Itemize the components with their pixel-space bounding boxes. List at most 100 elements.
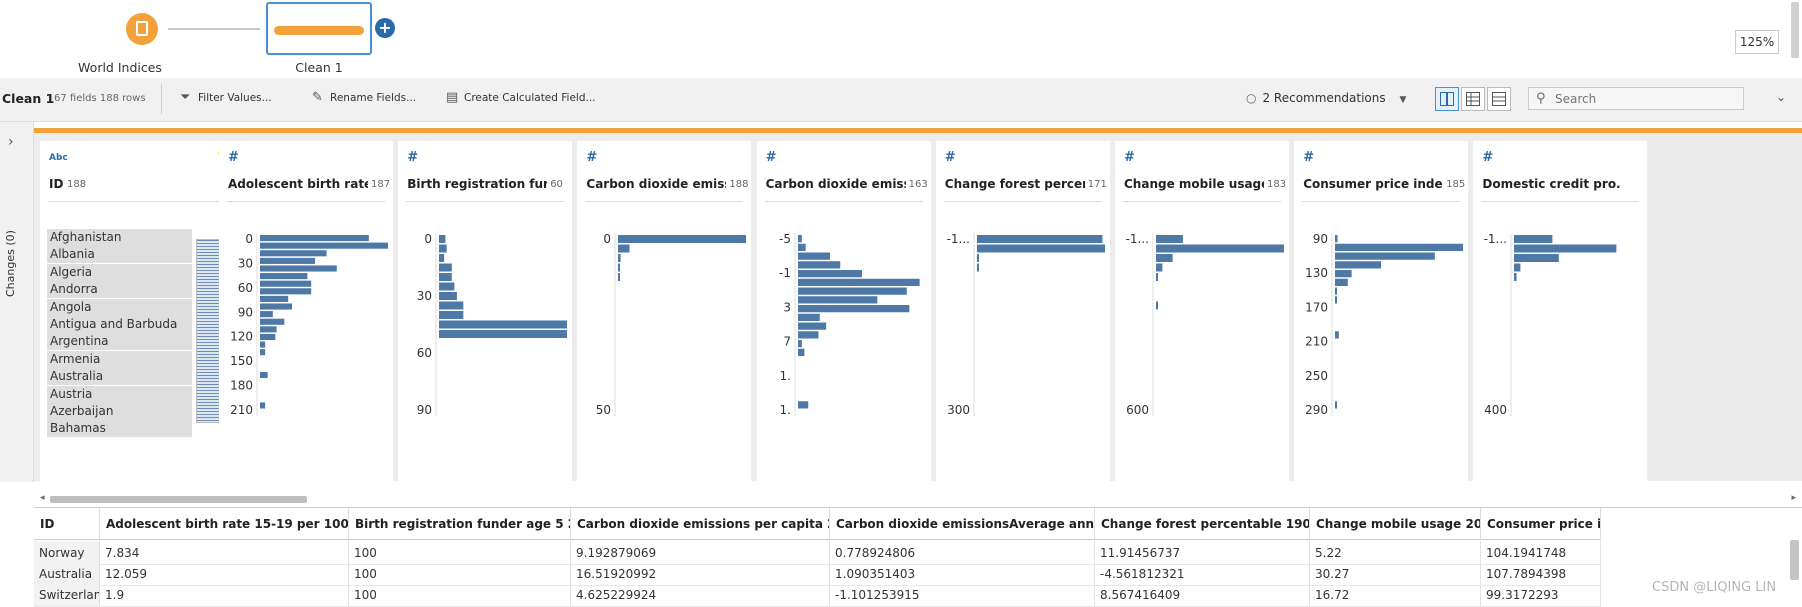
grid-cell[interactable]: 107.7894398 [1481, 562, 1601, 586]
histogram-bar[interactable] [260, 349, 266, 356]
id-list-item[interactable]: Andorra [47, 281, 192, 299]
histogram-bar[interactable] [260, 250, 327, 257]
histogram-bar[interactable] [618, 254, 621, 262]
histogram-bar[interactable] [439, 273, 452, 281]
histogram-bar[interactable] [1156, 263, 1163, 272]
search-input[interactable] [1555, 90, 1735, 108]
histogram-bar[interactable] [797, 313, 820, 321]
histogram-bar[interactable] [797, 340, 802, 348]
scroll-left-icon[interactable]: ◂ [40, 493, 45, 503]
id-list-item[interactable]: Angola [47, 298, 192, 316]
clean-step-node[interactable] [266, 2, 372, 55]
id-list-item[interactable]: Australia [47, 368, 192, 386]
changes-label[interactable]: Changes (0) [4, 230, 17, 297]
histogram-bar[interactable] [976, 254, 979, 262]
grid-cell[interactable]: Switzerland [34, 583, 100, 607]
list-view-button[interactable] [1487, 87, 1511, 111]
histogram-bar[interactable] [439, 320, 568, 329]
histogram-bar[interactable] [797, 296, 877, 304]
id-list-item[interactable]: Austria [47, 385, 192, 403]
grid-cell[interactable]: 30.27 [1310, 562, 1481, 586]
histogram-bar[interactable] [618, 235, 747, 243]
grid-cell[interactable]: 7.834 [100, 541, 349, 565]
recommendations-button[interactable]: ○ 2 Recommendations ▼ [1246, 88, 1406, 110]
grid-column-header[interactable]: Carbon dioxide emissionsAverage annual g… [830, 508, 1095, 540]
histogram-bar[interactable] [1335, 270, 1352, 278]
histogram-bar[interactable] [439, 244, 447, 253]
histogram-bar[interactable] [439, 330, 568, 338]
histogram-bar[interactable] [618, 273, 621, 281]
histogram-bar[interactable] [1156, 301, 1158, 310]
id-list-item[interactable]: Albania [47, 246, 192, 264]
grid-cell[interactable]: 104.1941748 [1481, 541, 1601, 565]
grid-column-header[interactable]: Birth registration funder age 5 2005-201… [349, 508, 571, 540]
histogram-bar[interactable] [260, 318, 285, 325]
histogram-bar[interactable] [1335, 261, 1382, 269]
histogram-bar[interactable] [1335, 278, 1348, 286]
histogram-bar[interactable] [1514, 263, 1521, 272]
histogram-bar[interactable] [797, 331, 819, 339]
histogram-bar[interactable] [439, 263, 452, 272]
id-list-item[interactable]: Azerbaijan [47, 403, 192, 420]
grid-cell[interactable]: 4.625229924 [571, 583, 830, 607]
grid-cell[interactable]: 9.192879069 [571, 541, 830, 565]
grid-vertical-scrollbar[interactable] [1790, 540, 1799, 580]
histogram-bar[interactable] [797, 235, 802, 243]
histogram-bar[interactable] [797, 401, 808, 409]
histogram-bar[interactable] [439, 254, 445, 262]
histogram-bar[interactable] [1156, 244, 1284, 253]
histogram-bar[interactable] [260, 288, 312, 295]
histogram-bar[interactable] [976, 244, 1105, 253]
histogram-bar[interactable] [260, 371, 268, 379]
grid-cell[interactable]: -1.101253915 [830, 583, 1095, 607]
histogram-bar[interactable] [1514, 254, 1560, 262]
collapse-chevron-icon[interactable]: ⌄ [1776, 90, 1787, 104]
grid-column-header[interactable]: Carbon dioxide emissions per capita 2011… [571, 508, 830, 540]
histogram-bar[interactable] [260, 235, 369, 242]
histogram-bar[interactable] [439, 301, 464, 310]
histogram-bar[interactable] [976, 263, 979, 272]
profile-card[interactable]: # Consumer price index 2...185 90 130 170 210… [1294, 141, 1469, 481]
profile-card[interactable]: # Change forest percenta...171 -1... 300 [935, 141, 1110, 481]
grid-cell[interactable]: 100 [349, 541, 571, 565]
grid-cell[interactable]: 99.3172293 [1481, 583, 1601, 607]
profile-card[interactable]: # Change mobile usage 2...183 -1... 600 [1115, 141, 1289, 481]
histogram-bar[interactable] [797, 305, 909, 313]
histogram-bar[interactable] [797, 243, 806, 251]
histogram-bar[interactable] [260, 341, 266, 348]
scroll-thumb[interactable] [50, 496, 307, 503]
histogram-bar[interactable] [797, 287, 907, 295]
grid-cell[interactable]: Australia [34, 562, 100, 586]
create-calculated-field-button[interactable]: ▤ Create Calculated Field... [446, 88, 596, 110]
zoom-level[interactable]: 125% [1735, 30, 1779, 54]
profile-card[interactable]: # Carbon dioxide emissio...188 0 50 [577, 141, 752, 481]
flow-vertical-scrollbar[interactable] [1791, 2, 1799, 58]
histogram-bar[interactable] [1335, 252, 1436, 260]
histogram-bar[interactable] [797, 348, 804, 356]
histogram-bar[interactable] [260, 303, 292, 310]
histogram-bar[interactable] [260, 257, 316, 264]
profile-view-button[interactable] [1435, 87, 1459, 111]
histogram-bar[interactable] [797, 322, 826, 330]
histogram-bar[interactable] [260, 265, 337, 272]
grid-cell[interactable]: 100 [349, 562, 571, 586]
histogram-bar[interactable] [260, 402, 266, 409]
grid-cell[interactable]: 16.51920992 [571, 562, 830, 586]
id-list-item[interactable]: Argentina [47, 333, 192, 351]
grid-cell[interactable]: Norway [34, 541, 100, 565]
histogram-bar[interactable] [260, 295, 289, 302]
histogram-bar[interactable] [439, 235, 446, 243]
histogram-bar[interactable] [1335, 401, 1338, 409]
histogram-bar[interactable] [1514, 273, 1517, 281]
id-list-item[interactable]: Armenia [47, 350, 192, 368]
histogram-bar[interactable] [618, 263, 621, 272]
grid-column-header[interactable]: Change forest percentable 1900 to 2012 [1095, 508, 1310, 540]
histogram-bar[interactable] [797, 278, 920, 286]
histogram-bar[interactable] [1335, 331, 1340, 339]
id-list-item[interactable]: Antigua and Barbuda [47, 316, 192, 333]
grid-column-header[interactable]: Change mobile usage 2009 2014 [1310, 508, 1481, 540]
profile-card[interactable]: # Domestic credit pro... -1... 400 [1473, 141, 1648, 481]
grid-cell[interactable]: 1.9 [100, 583, 349, 607]
histogram-bar[interactable] [439, 282, 455, 291]
profile-card-id[interactable]: Abc 💡 ID 188 AfghanistanAlbaniaAlgeriaAn… [40, 141, 238, 481]
